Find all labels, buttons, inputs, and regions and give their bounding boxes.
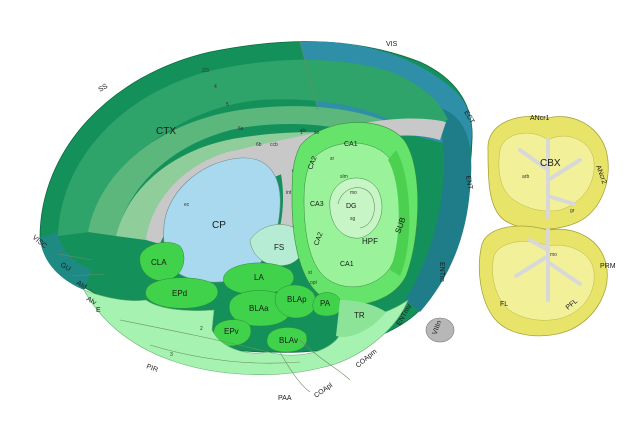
label-vis: VIS: [386, 41, 398, 48]
label-ventral-layer-3: 3: [170, 352, 173, 358]
label-prm: PRM: [600, 263, 616, 270]
label-pir: PIR: [145, 363, 158, 374]
label-ca2-top: CA2: [307, 155, 318, 170]
label-ca1-bottom: CA1: [340, 261, 354, 268]
boundary-line-2: [149, 344, 301, 364]
label-layer-6a: 6a: [238, 126, 244, 132]
boundary-aid: [71, 273, 105, 277]
boundary-ss-vis: [299, 41, 319, 111]
lateral-amygdala: [223, 262, 295, 295]
claustrum: [139, 242, 185, 282]
label-dg: DG: [346, 203, 357, 210]
label-coapl: COApl: [313, 382, 334, 400]
label-ss: SS: [98, 83, 110, 94]
label-so: so: [314, 130, 320, 136]
label-fs: FS: [274, 243, 284, 252]
label-la: LA: [254, 273, 264, 282]
label-layer-4: 4: [214, 84, 217, 90]
label-st: st: [308, 270, 313, 276]
label-mo: mo: [350, 190, 357, 196]
tail-rhinal-region: [336, 300, 386, 337]
label-arb: arb: [522, 174, 529, 180]
label-slm: slm: [340, 174, 348, 180]
label-ca3: CA3: [310, 201, 324, 208]
label-layer-5: 5: [226, 102, 229, 108]
label-epd: EPd: [172, 289, 187, 298]
cortex-layer-6: [116, 132, 380, 240]
label-tr: TR: [354, 311, 365, 320]
boundary-line-3: [279, 351, 311, 393]
cortex-layer-5: [88, 106, 404, 236]
arbor-vitae-upper: [518, 138, 582, 220]
label-alv: alv: [300, 128, 307, 134]
label-fl: FL: [500, 301, 508, 308]
label-gu: GU: [59, 262, 72, 273]
label-ventral-layer-2: 2: [200, 326, 203, 332]
label-ca1-top: CA1: [344, 141, 358, 148]
label-opt: opt: [310, 280, 318, 286]
label-cb-mo: mo: [550, 252, 557, 258]
label-entm: ENTm: [438, 262, 445, 282]
label-viiin: VIIIn: [432, 320, 444, 336]
label-cla: CLA: [151, 258, 167, 267]
subiculum: [388, 150, 410, 276]
vestibulocochlear-nerve: [425, 317, 455, 343]
label-cortex-layer-1: 1: [300, 130, 303, 136]
endopiriform-dorsal: [145, 277, 219, 309]
entorhinal-region: [405, 108, 472, 312]
label-ec: ec: [184, 202, 190, 208]
label-layer-2-3: 2/3: [202, 68, 209, 74]
boundary-line-4: [299, 339, 351, 381]
label-blaa: BLAa: [249, 304, 269, 313]
basolateral-amygdala-posterior: [274, 284, 316, 319]
label-paa: PAA: [278, 395, 292, 402]
arbor-vitae-lower: [514, 228, 582, 302]
label-int: int: [286, 190, 292, 196]
label-dg-sg: sg: [350, 216, 356, 222]
label-ca2-bottom: CA2: [313, 231, 324, 246]
cortex-layer-2-3: [58, 59, 448, 237]
label-ctx: CTX: [156, 126, 176, 137]
label-cbx: CBX: [540, 158, 561, 169]
label-epv: EPv: [224, 327, 239, 336]
label-aid: AId: [75, 280, 88, 291]
label-sr: sr: [330, 156, 335, 162]
label-aiv: AIv: [85, 296, 98, 307]
label-pa: PA: [320, 299, 331, 308]
boundary-line-1: [119, 319, 269, 353]
label-blap: BLAp: [287, 295, 307, 304]
label-cp: CP: [212, 220, 226, 231]
label-ent: ENT: [464, 175, 473, 191]
label-layer-6b: 6b: [256, 142, 262, 148]
cerebellum-folia-lower: [492, 241, 595, 321]
basolateral-amygdala-ventral: [266, 327, 308, 353]
boundary-gu: [57, 253, 93, 261]
label-hpf: HPF: [362, 237, 378, 246]
posterior-amygdala: [312, 292, 342, 317]
label-gr: gr: [570, 208, 575, 214]
dg-granule-layer: [337, 187, 375, 229]
label-anor1: ANcr1: [530, 115, 550, 122]
label-blav: BLAv: [279, 336, 298, 345]
label-e: E: [96, 307, 101, 314]
label-ccb: ccb: [270, 142, 278, 148]
